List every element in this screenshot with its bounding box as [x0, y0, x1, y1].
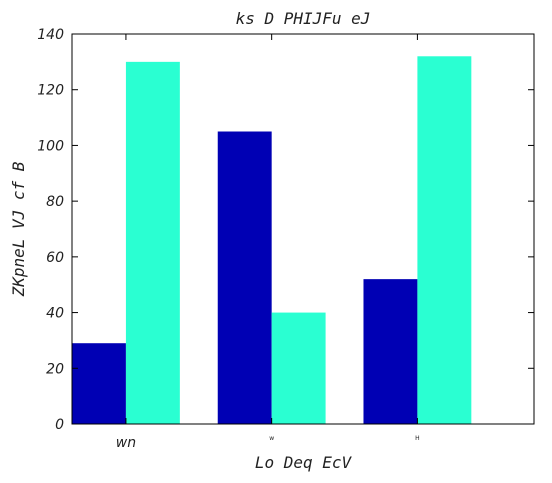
bar-s2-H: [417, 56, 472, 425]
bar-s1-H: [363, 279, 418, 424]
y-tick-label: 60: [46, 250, 64, 266]
bar-s2-w: [271, 312, 326, 424]
plot-frame: [71, 33, 535, 425]
y-tick-label: 40: [46, 306, 64, 322]
y-tick-label: 20: [46, 361, 64, 377]
x-tick-label: w: [269, 435, 274, 442]
x-tick-label: H: [415, 435, 420, 442]
y-tick-label: 120: [37, 83, 64, 99]
y-axis-label: ZKpneL VJ cf B: [9, 161, 28, 297]
ticks-group: 0 20 40 60 80 100 120 140 wn w H: [37, 27, 534, 451]
bar-s1-wn: [72, 343, 126, 424]
y-tick-label: 140: [37, 27, 64, 43]
chart-title: ks D PHIJFu eJ: [236, 9, 371, 28]
x-tick-label: wn: [116, 435, 136, 451]
bars-group: [72, 56, 472, 425]
x-axis-label: Lo Deq EcV: [255, 453, 353, 472]
bar-s2-wn: [125, 61, 180, 424]
bar-s1-w: [217, 131, 272, 424]
y-tick-label: 80: [46, 194, 64, 210]
y-tick-label: 0: [55, 417, 64, 433]
y-tick-label: 100: [37, 138, 64, 154]
